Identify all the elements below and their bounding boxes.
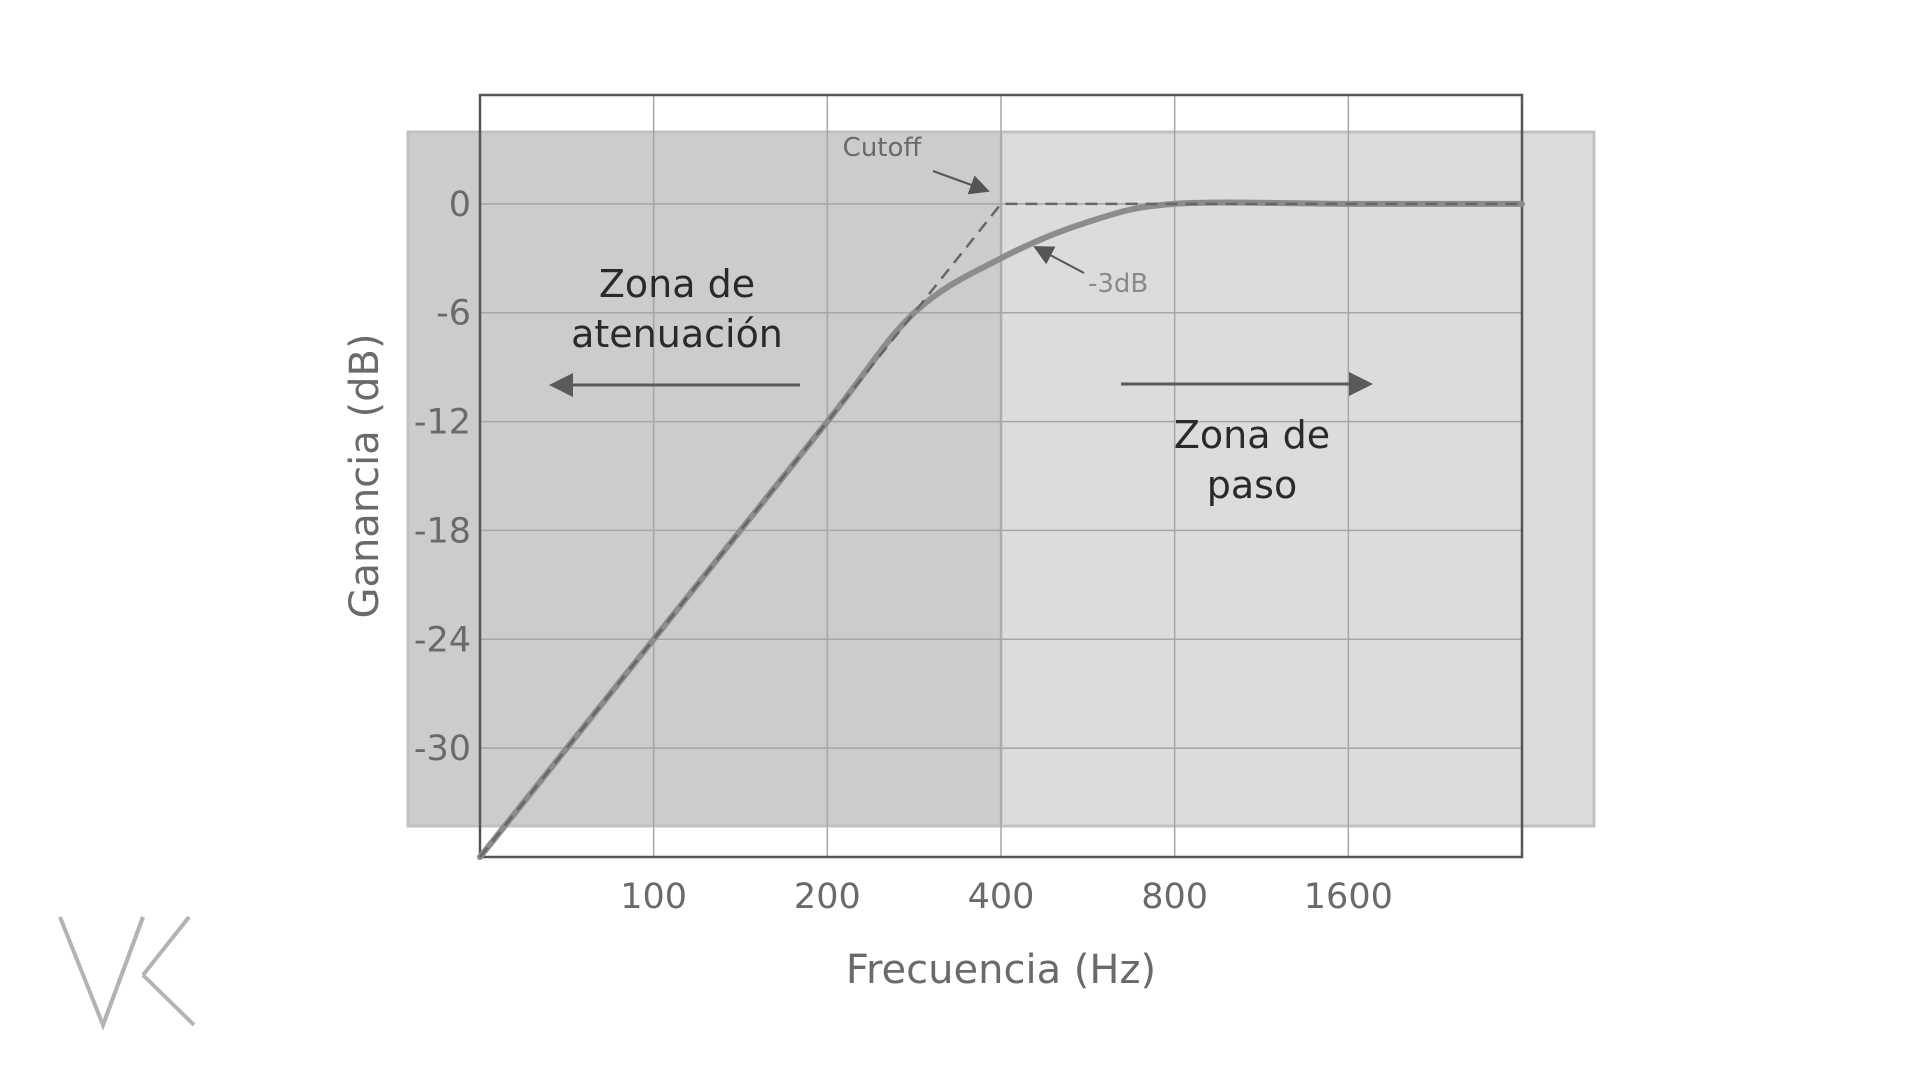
- grid-layer: [480, 95, 1522, 857]
- asymptote-line: [479, 202, 1522, 858]
- y-tick-label: -30: [414, 729, 471, 769]
- y-tick-label: 0: [449, 185, 471, 225]
- regions-layer: [406, 130, 1596, 828]
- minus-3db-pointer: [1033, 246, 1085, 274]
- minus-3db-annotation: -3dB: [1088, 269, 1148, 299]
- logo-v-stroke: [58, 916, 145, 1031]
- y-tick-label: -24: [414, 620, 471, 660]
- plot-frame: [478, 93, 1524, 859]
- zones-layer: Zona de atenuación Zona de paso: [571, 262, 1330, 507]
- region-attenuation: [406, 130, 1003, 828]
- y-tick-label: -6: [436, 294, 471, 334]
- x-tick-label: 800: [1141, 877, 1208, 917]
- x-tick-label: 200: [794, 877, 861, 917]
- y-tick-label: -12: [414, 403, 471, 443]
- x-tick-label: 400: [968, 877, 1035, 917]
- vk-logo: [58, 915, 196, 1031]
- zone-label-attenuation: Zona de atenuación: [571, 262, 783, 356]
- x-tick-label: 1600: [1304, 877, 1393, 917]
- x-axis-title: Frecuencia (Hz): [846, 947, 1156, 993]
- lines-layer: [477, 199, 1525, 860]
- y-axis-title: Ganancia (dB): [342, 333, 388, 618]
- x-tick-label: 100: [620, 877, 687, 917]
- cutoff-annotation: Cutoff: [843, 133, 923, 163]
- cutoff-pointer: [932, 170, 990, 195]
- region-pass: [999, 130, 1596, 828]
- y-tick-label: -18: [414, 511, 471, 551]
- logo-k-stroke: [101, 915, 196, 1027]
- ticks-layer: 100 200 400 800 1600 0 -6 -12 -18 -24 -30: [414, 185, 1393, 917]
- zone-label-pass: Zona de paso: [1174, 413, 1330, 507]
